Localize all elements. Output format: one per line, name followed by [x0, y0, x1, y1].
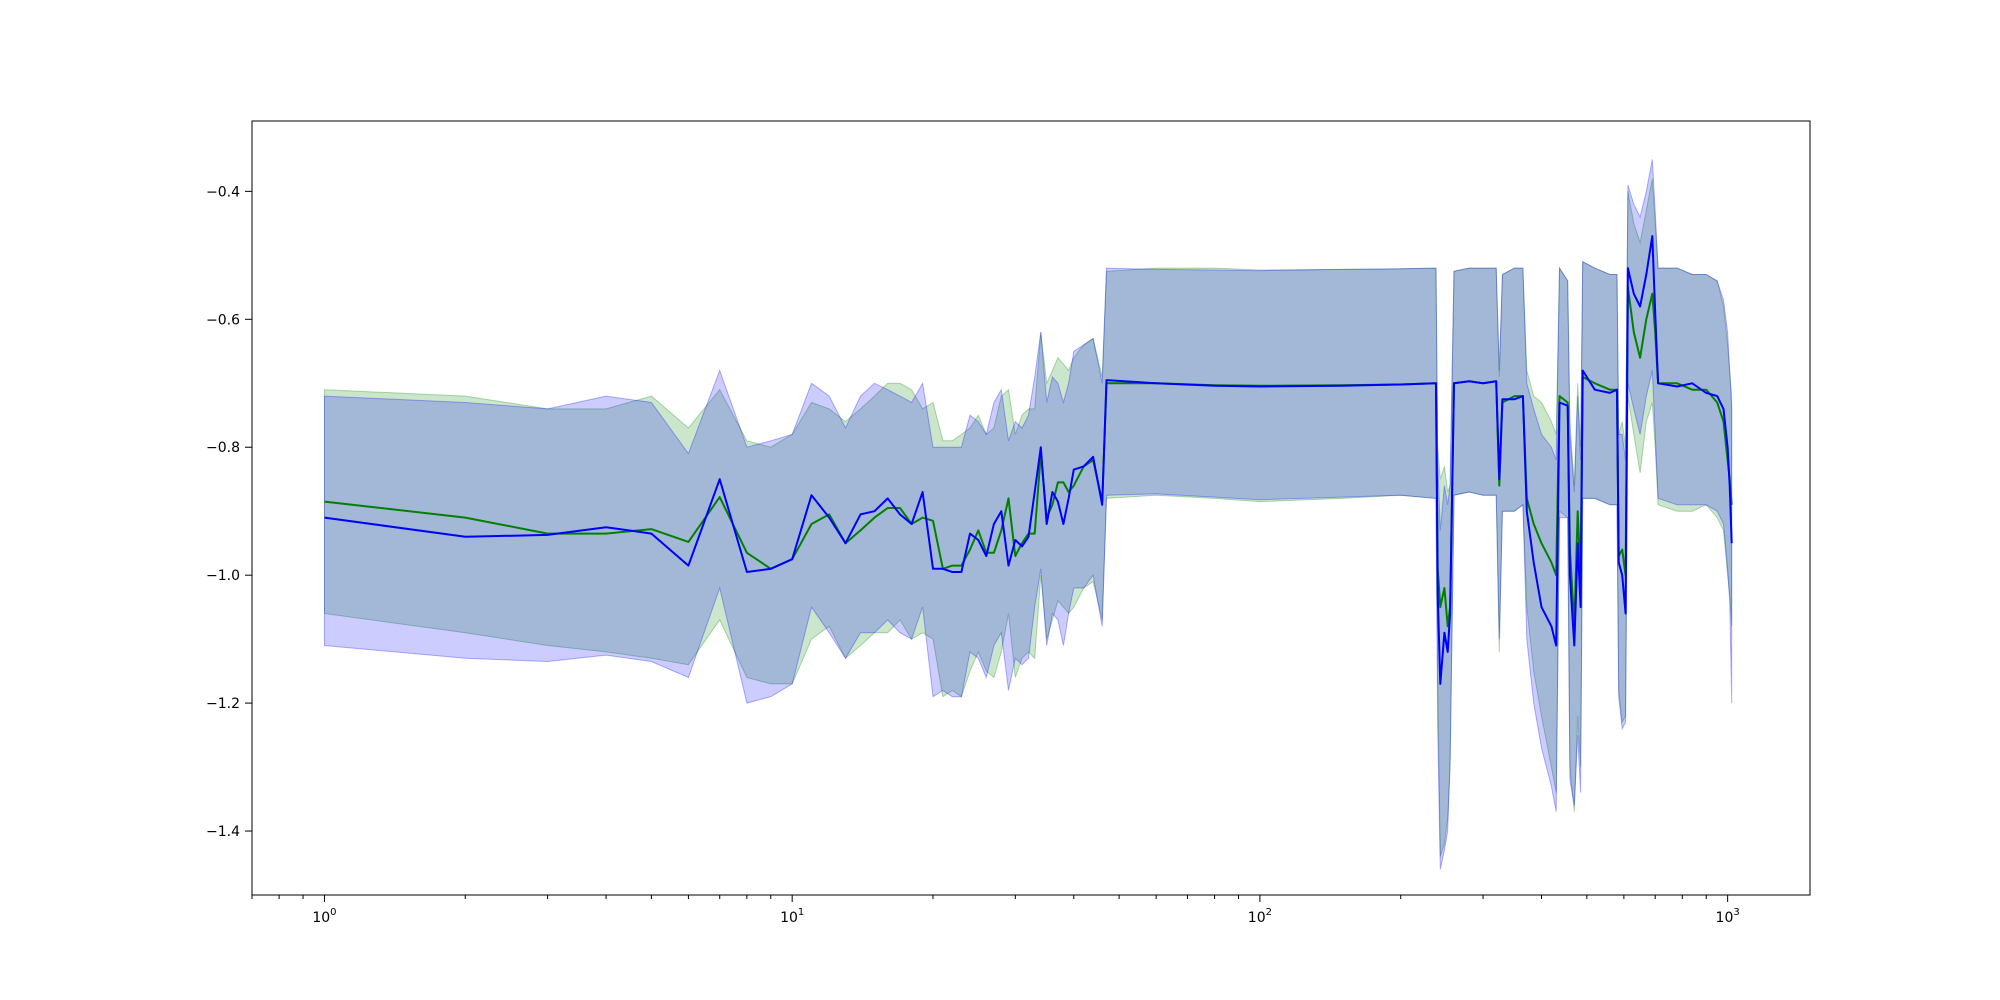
- x-tick-label: 103: [1716, 907, 1740, 926]
- plot-frame: [251, 120, 1811, 896]
- y-tick-label: −0.8: [206, 440, 240, 456]
- y-tick-label: −1.4: [206, 824, 240, 840]
- series-1-band: [324, 178, 1733, 857]
- y-tick-label: −0.4: [206, 184, 240, 200]
- series-lines: [324, 235, 1733, 685]
- y-tick-label: −0.6: [206, 312, 240, 328]
- y-axis: −0.4 −0.6 −0.8 −1.0 −1.2 −1.4: [206, 184, 252, 840]
- y-tick-label: −1.0: [206, 568, 240, 584]
- x-tick-label: 101: [780, 907, 804, 926]
- x-axis: 100 101 102 103: [251, 895, 1740, 926]
- confidence-bands: [324, 159, 1733, 870]
- x-tick-label: 102: [1248, 907, 1272, 926]
- series-2-line: [324, 235, 1733, 685]
- y-tick-label: −1.2: [206, 696, 240, 712]
- x-tick-label: 100: [312, 907, 336, 926]
- series-2-band: [324, 159, 1733, 870]
